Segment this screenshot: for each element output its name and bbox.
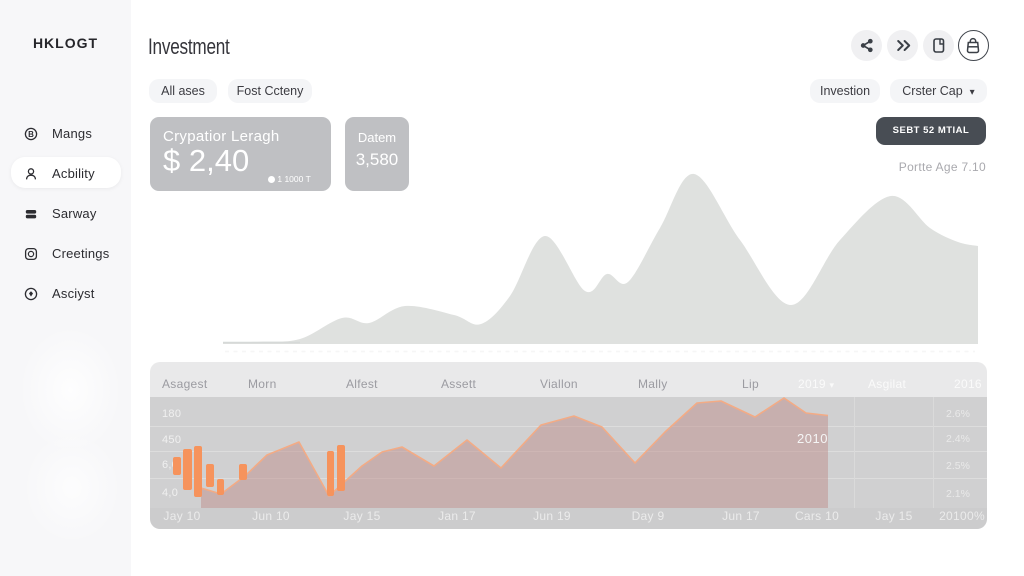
svg-text:B: B bbox=[28, 130, 34, 139]
